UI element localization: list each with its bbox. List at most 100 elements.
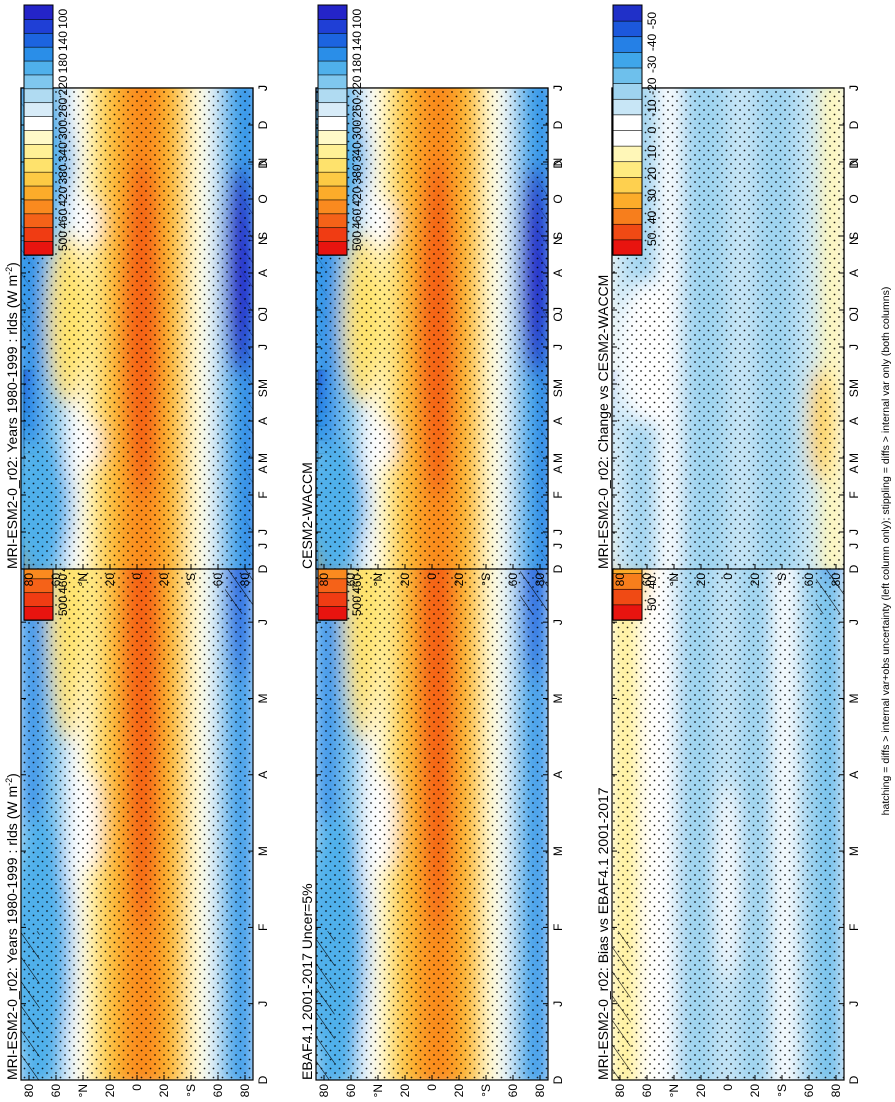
colorbar-label: 180 [350, 53, 364, 73]
colorbar-label: 300 [350, 120, 364, 140]
x-tick-label: J [551, 307, 565, 313]
y-tick-label: 80 [613, 573, 627, 587]
colorbar-cell [612, 223, 643, 241]
x-tick-label: A [847, 466, 861, 474]
x-tick-label: F [847, 924, 861, 931]
colorbar-label: 50 [645, 232, 659, 246]
x-tick-label: J [847, 529, 861, 535]
x-tick-label: J [847, 85, 861, 91]
x-tick-label: M [551, 846, 565, 856]
x-tick-label: J [847, 344, 861, 350]
colorbar-label: 460 [56, 209, 70, 229]
colorbar-frame [317, 4, 348, 256]
colorbar-label: 100 [350, 9, 364, 29]
colorbar-label: 10 [645, 145, 659, 159]
colorbar-label: 460 [350, 574, 364, 594]
y-tick-label: 60 [802, 573, 816, 587]
heatmap-field [316, 88, 548, 569]
panel-title: MRI-ESM2-0_r02: Years 1980-1999 : rlds (… [4, 773, 20, 1080]
x-tick-label: J [551, 543, 565, 549]
colorbar-cell [317, 143, 348, 159]
panel-title: EBAF4.1 2001-2017 Uncer=5% [299, 883, 315, 1080]
x-tick-label: J [551, 619, 565, 625]
x-tick-label: A [847, 269, 861, 277]
colorbar-cell [317, 213, 348, 229]
colorbar-label: 220 [350, 75, 364, 95]
x-tick-label: A [256, 771, 270, 779]
x-tick-label: D [256, 564, 270, 573]
x-tick-label: D [551, 160, 565, 169]
y-tick-label: 20 [452, 573, 466, 587]
y-tick-label: 20 [157, 1084, 171, 1098]
y-tick-label: 20 [748, 1084, 762, 1098]
x-tick-label: J [256, 307, 270, 313]
colorbar-label: 500 [350, 596, 364, 616]
y-tick-label: 20 [398, 1084, 412, 1098]
x-tick-label: O [256, 194, 270, 203]
colorbar-label: -10 [645, 99, 659, 117]
x-tick-label: J [551, 344, 565, 350]
y-tick-label: 20 [748, 573, 762, 587]
colorbar-label: 260 [56, 97, 70, 117]
colorbar-cell [317, 226, 348, 242]
stippling [612, 88, 844, 569]
colorbar-cell [317, 605, 348, 621]
colorbar-label: 140 [56, 31, 70, 51]
colorbar-cell [317, 101, 348, 117]
y-tick-label: °S [775, 1084, 789, 1097]
x-tick-label: A [551, 771, 565, 779]
panels-layer: D J F M A M J J A S O N D J 80 60 °N 20 0 20 °S 60 80 MRI-ESM2-… [4, 4, 861, 1098]
x-tick-label: N [847, 236, 861, 245]
colorbar-cell [23, 185, 54, 201]
x-tick-label: A [847, 771, 861, 779]
y-tick-label: 60 [344, 1084, 358, 1098]
x-tick-label: M [551, 453, 565, 463]
colorbar-cell [317, 18, 348, 34]
x-tick-label: F [256, 491, 270, 498]
y-tick-label: °N [371, 1084, 385, 1097]
x-tick-label: F [551, 491, 565, 498]
x-tick-label: D [551, 120, 565, 129]
colorbar-label: 20 [645, 167, 659, 181]
x-tick-label: J [847, 307, 861, 313]
y-tick-label: 80 [533, 573, 547, 587]
y-tick-label: 0 [130, 1084, 144, 1091]
colorbar-cell [612, 129, 643, 147]
x-tick-label: J [551, 1001, 565, 1007]
x-tick-label: N [551, 236, 565, 245]
x-tick-label: J [256, 85, 270, 91]
colorbar-cell [317, 74, 348, 90]
y-tick-label: 60 [640, 573, 654, 587]
x-tick-label: S [847, 232, 861, 240]
x-tick-label: N [256, 236, 270, 245]
y-tick-label: 60 [49, 1084, 63, 1098]
y-tick-label: °N [667, 1084, 681, 1097]
colorbar-label: 220 [56, 75, 70, 95]
y-tick-label: 80 [317, 1084, 331, 1098]
panel-title: MRI-ESM2-0_r02: Bias vs EBAF4.1 2001-201… [595, 787, 611, 1080]
figure-footnote: hatching = diffs > internal var+obs unce… [880, 287, 892, 816]
x-tick-label: O [256, 312, 270, 321]
heatmap-field [21, 88, 253, 569]
colorbar-label: 260 [350, 97, 364, 117]
colorbar-label: 340 [56, 142, 70, 162]
colorbar-label: 500 [56, 596, 70, 616]
y-tick-label: 80 [238, 1084, 252, 1098]
x-tick-label: D [256, 160, 270, 169]
x-tick-label: F [847, 491, 861, 498]
x-tick-label: N [847, 158, 861, 167]
y-tick-label: °N [76, 1084, 90, 1097]
colorbar-cell [612, 588, 643, 606]
colorbar-cell [317, 32, 348, 48]
y-tick-label: °S [479, 573, 493, 586]
x-tick-label: M [256, 453, 270, 463]
x-tick-label: D [551, 1075, 565, 1084]
colorbar-cell [612, 98, 643, 116]
y-tick-label: °N [667, 573, 681, 586]
y-tick-label: °S [775, 573, 789, 586]
colorbar-cell [317, 185, 348, 201]
colorbar-cell [317, 240, 348, 256]
colorbar-cell [317, 591, 348, 607]
y-tick-label: 80 [238, 573, 252, 587]
